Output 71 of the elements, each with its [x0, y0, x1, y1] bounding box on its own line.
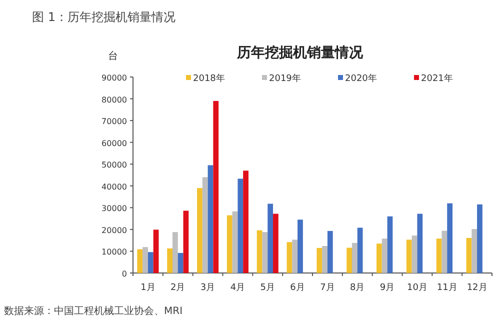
bar	[208, 165, 214, 273]
legend-label: 2021年	[421, 73, 453, 84]
legend-label: 2018年	[193, 73, 225, 84]
bar	[286, 242, 292, 273]
bar	[197, 188, 202, 273]
y-tick-label: 0	[122, 270, 127, 278]
bar	[298, 220, 303, 273]
bar	[226, 215, 232, 273]
bar	[472, 229, 478, 273]
caption: 图 1：历年挖掘机销量情况	[32, 10, 176, 24]
bar	[477, 204, 482, 273]
bar	[268, 204, 274, 273]
bar	[213, 100, 219, 273]
bar	[357, 228, 363, 273]
bar	[436, 238, 442, 273]
bar	[442, 230, 448, 273]
source-note: 数据来源：中国工程机械工业协会、MRI	[4, 305, 183, 317]
y-tick-label: 80000	[102, 95, 127, 104]
y-tick-label: 20000	[102, 226, 127, 235]
bar	[466, 238, 472, 273]
bar	[232, 211, 238, 273]
bar	[172, 232, 178, 273]
y-tick-label: 70000	[102, 117, 127, 126]
bar	[238, 178, 244, 273]
x-tick-label: 8月	[350, 283, 365, 293]
y-tick-label: 50000	[102, 160, 127, 170]
x-tick-label: 6月	[290, 283, 305, 293]
bar	[137, 249, 143, 273]
bar	[352, 242, 358, 273]
bar	[346, 248, 352, 273]
x-tick-label: 10月	[406, 283, 428, 293]
bar	[243, 170, 248, 273]
chart-title: 历年挖掘机销量情况	[236, 45, 364, 61]
y-tick-label: 60000	[102, 138, 127, 148]
bar	[447, 203, 453, 273]
bar	[148, 252, 154, 273]
bar	[153, 230, 159, 273]
bar	[178, 252, 184, 273]
x-tick-label: 12月	[466, 283, 488, 293]
x-tick-label: 7月	[320, 283, 335, 293]
x-tick-label: 11月	[436, 283, 458, 293]
y-axis-title: 台	[108, 50, 118, 62]
bar	[167, 248, 172, 273]
y-tick-label: 40000	[102, 182, 127, 192]
bar	[412, 236, 418, 273]
bar	[327, 230, 333, 273]
y-tick-label: 90000	[102, 74, 127, 82]
y-tick-label: 10000	[102, 248, 127, 257]
bar	[256, 230, 262, 273]
bar	[262, 232, 268, 273]
bar	[322, 246, 328, 273]
x-tick-label: 4月	[230, 283, 246, 293]
bar	[387, 216, 393, 273]
bar	[183, 210, 189, 273]
x-tick-label: 2月	[170, 283, 186, 293]
legend-label: 2019年	[269, 73, 301, 84]
bar	[376, 244, 382, 273]
bar	[406, 240, 412, 273]
y-tick-label: 30000	[102, 204, 127, 214]
x-tick-label: 3月	[200, 283, 216, 293]
bar	[382, 238, 388, 273]
x-tick-label: 5月	[260, 283, 275, 293]
bar	[316, 248, 322, 273]
bar	[202, 177, 208, 273]
bar	[142, 247, 148, 273]
bar	[417, 214, 423, 273]
bar	[273, 214, 278, 273]
bar	[292, 240, 298, 273]
x-tick-label: 1月	[140, 283, 156, 293]
legend-label: 2020年	[345, 73, 377, 84]
x-tick-label: 9月	[380, 283, 395, 293]
